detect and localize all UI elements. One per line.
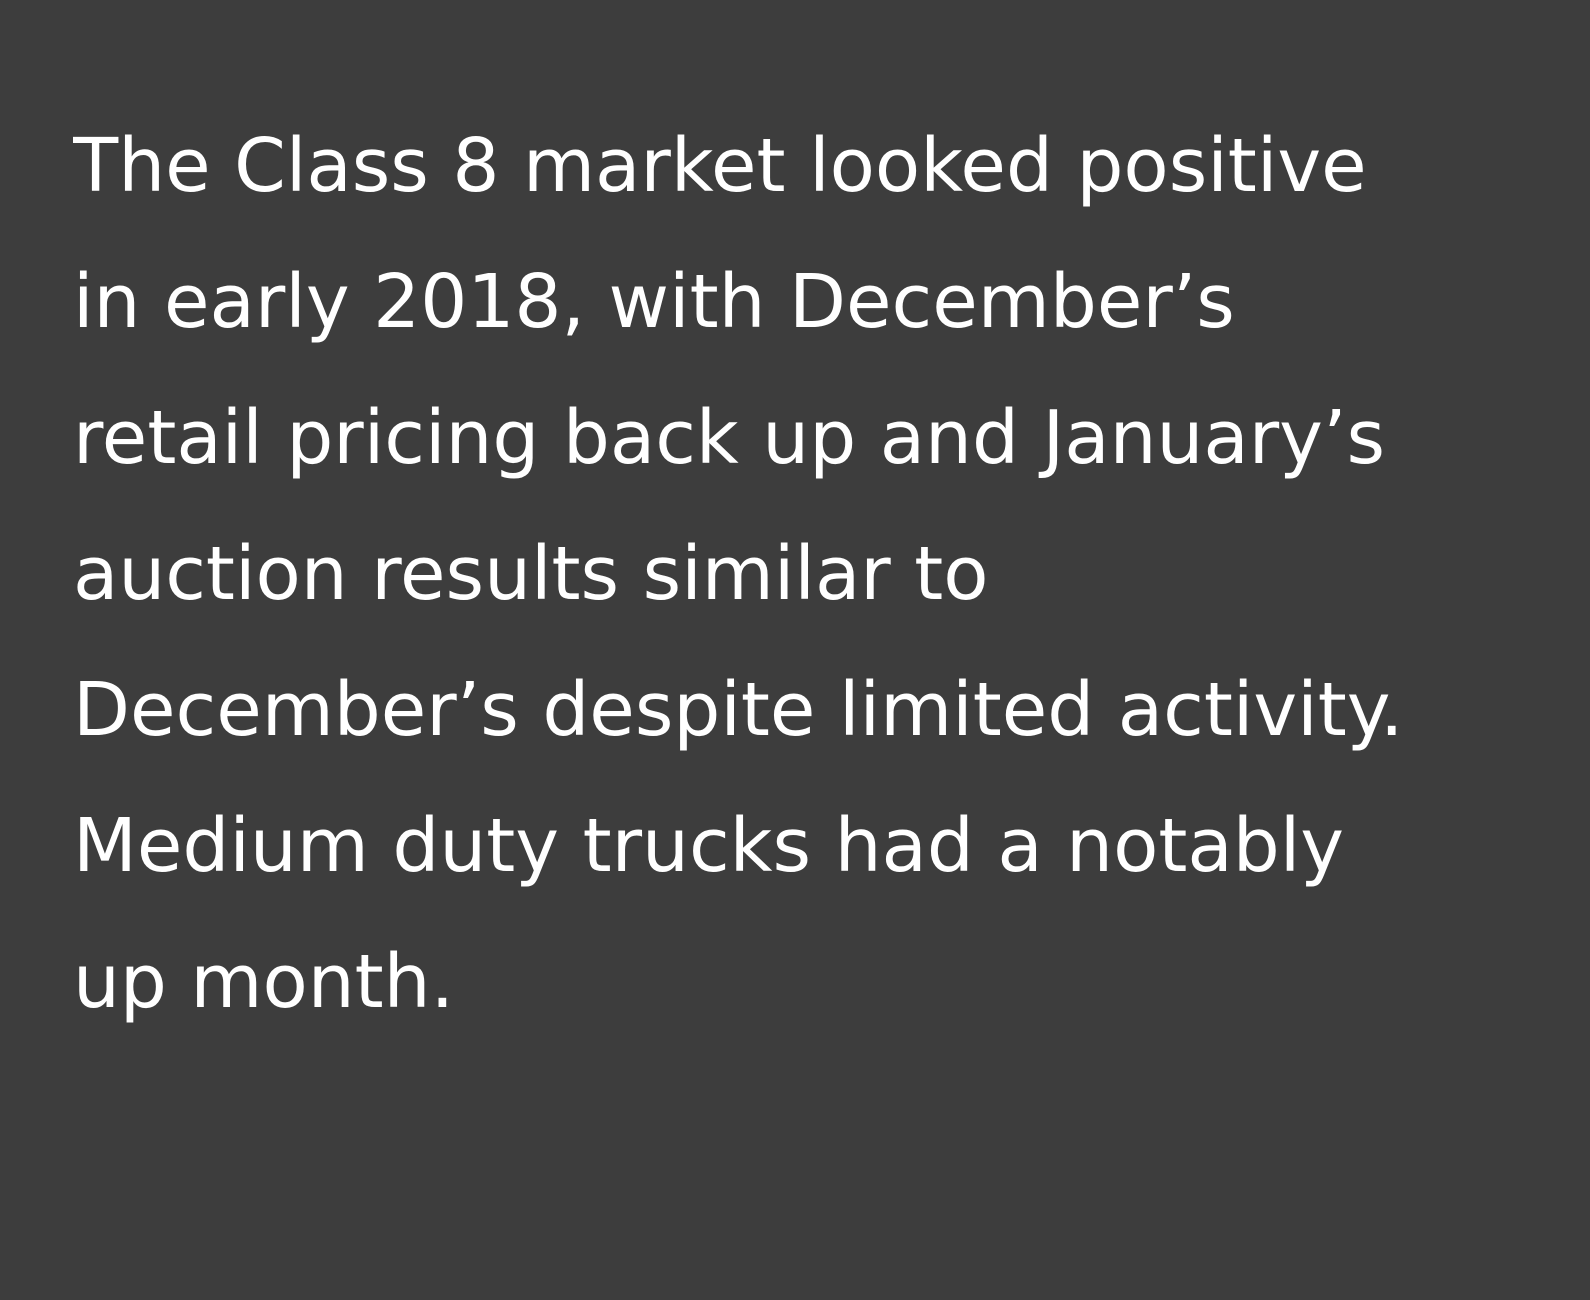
paragraph-line: auction results similar to	[73, 531, 989, 617]
paragraph-line: in early 2018, with December’s	[73, 259, 1235, 345]
paragraph-line: up month.	[73, 939, 455, 1025]
paragraph-line: The Class 8 market looked positive	[73, 123, 1367, 209]
paragraph-line: retail pricing back up and January’s	[73, 395, 1386, 481]
market-summary-paragraph: The Class 8 market looked positive in ea…	[73, 98, 1500, 1050]
paragraph-line: Medium duty trucks had a notably	[73, 803, 1345, 889]
paragraph-line: December’s despite limited activity.	[73, 667, 1404, 753]
